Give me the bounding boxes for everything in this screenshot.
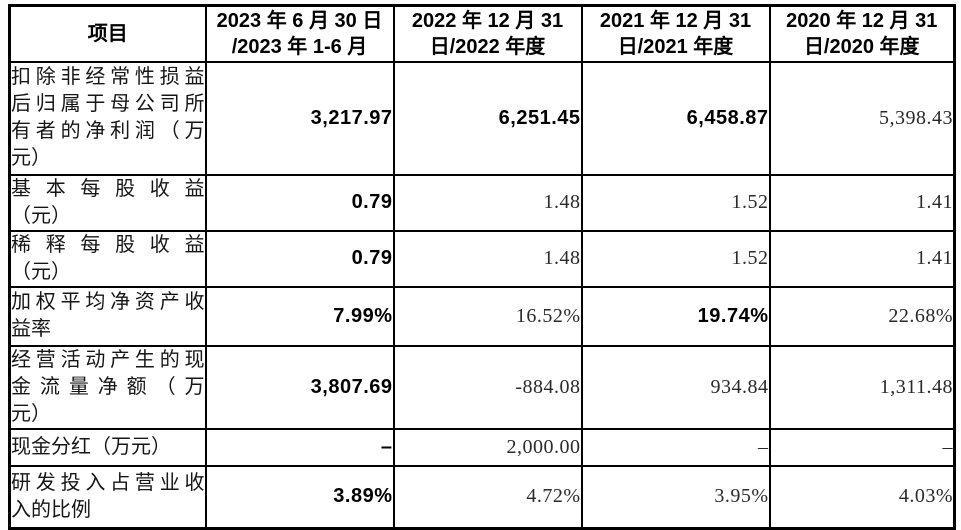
column-header-item: 项目 bbox=[8, 4, 207, 63]
header-line: 2021 年 12 月 31 bbox=[599, 9, 752, 32]
column-header-2023h1: 2023 年 6 月 30 日 /2023 年 1-6 月 bbox=[204, 4, 395, 63]
financial-indicators-table-wrap: 项目 2023 年 6 月 30 日 /2023 年 1-6 月 2022 年 … bbox=[8, 4, 956, 530]
value-cell: 6,458.87 bbox=[580, 60, 771, 176]
value-cell: 4.72% bbox=[392, 464, 583, 530]
value-cell: – bbox=[768, 427, 956, 467]
value-cell: 6,251.45 bbox=[392, 60, 583, 176]
column-header-2020: 2020 年 12 月 31 日/2020 年度 bbox=[768, 4, 956, 63]
value-cell: 22.68% bbox=[768, 285, 956, 347]
header-line: 日/2022 年度 bbox=[429, 35, 546, 58]
value-cell: 1.41 bbox=[768, 229, 956, 288]
header-line: 2020 年 12 月 31 bbox=[786, 9, 938, 32]
value-cell: 2,000.00 bbox=[392, 427, 583, 467]
header-line: /2023 年 1-6 月 bbox=[231, 35, 368, 58]
column-header-2021: 2021 年 12 月 31 日/2021 年度 bbox=[580, 4, 771, 63]
value-cell: 16.52% bbox=[392, 285, 583, 347]
value-cell: 3,807.69 bbox=[204, 344, 395, 430]
row-label: 加权平均净资产收 益率 bbox=[8, 285, 207, 347]
header-line: 2023 年 6 月 30 日 bbox=[216, 9, 383, 32]
value-cell: 934.84 bbox=[580, 344, 771, 430]
value-cell: 19.74% bbox=[580, 285, 771, 347]
value-cell: 0.79 bbox=[204, 229, 395, 288]
table-row-operating-cash-flow: 经营活动产生的现 金流量净额（万 元） 3,807.69 -884.08 934… bbox=[8, 344, 956, 430]
value-cell: 4.03% bbox=[768, 464, 956, 530]
financial-indicators-table: 项目 2023 年 6 月 30 日 /2023 年 1-6 月 2022 年 … bbox=[8, 4, 956, 530]
column-header-2022: 2022 年 12 月 31 日/2022 年度 bbox=[392, 4, 583, 63]
value-cell: 7.99% bbox=[204, 285, 395, 347]
value-cell: 0.79 bbox=[204, 173, 395, 232]
value-cell: 1.48 bbox=[392, 173, 583, 232]
row-label: 现金分红（万元） bbox=[8, 427, 207, 467]
value-cell: 3,217.97 bbox=[204, 60, 395, 176]
value-cell: – bbox=[580, 427, 771, 467]
row-label: 扣除非经常性损益 后归属于母公司所 有者的净利润（万 元） bbox=[8, 60, 207, 176]
row-label: 经营活动产生的现 金流量净额（万 元） bbox=[8, 344, 207, 430]
row-label: 基本每股收益 （元） bbox=[8, 173, 207, 232]
table-row-weighted-roe: 加权平均净资产收 益率 7.99% 16.52% 19.74% 22.68% bbox=[8, 285, 956, 347]
row-label: 研发投入占营业收 入的比例 bbox=[8, 464, 207, 530]
value-cell: 3.95% bbox=[580, 464, 771, 530]
table-row-rd-ratio: 研发投入占营业收 入的比例 3.89% 4.72% 3.95% 4.03% bbox=[8, 464, 956, 530]
value-cell: 3.89% bbox=[204, 464, 395, 530]
header-line: 日/2020 年度 bbox=[803, 35, 920, 58]
table-row-basic-eps: 基本每股收益 （元） 0.79 1.48 1.52 1.41 bbox=[8, 173, 956, 232]
row-label: 稀释每股收益 （元） bbox=[8, 229, 207, 288]
value-cell: -884.08 bbox=[392, 344, 583, 430]
header-line: 2022 年 12 月 31 bbox=[411, 9, 564, 32]
header-line: 日/2021 年度 bbox=[617, 35, 734, 58]
value-cell: 1.52 bbox=[580, 229, 771, 288]
value-cell: 1.48 bbox=[392, 229, 583, 288]
table-row-net-profit-deducted: 扣除非经常性损益 后归属于母公司所 有者的净利润（万 元） 3,217.97 6… bbox=[8, 60, 956, 176]
value-cell: 1.52 bbox=[580, 173, 771, 232]
header-row: 项目 2023 年 6 月 30 日 /2023 年 1-6 月 2022 年 … bbox=[8, 4, 956, 63]
value-cell: 1,311.48 bbox=[768, 344, 956, 430]
value-cell: 5,398.43 bbox=[768, 60, 956, 176]
value-cell: – bbox=[204, 427, 395, 467]
table-row-diluted-eps: 稀释每股收益 （元） 0.79 1.48 1.52 1.41 bbox=[8, 229, 956, 288]
table-row-cash-dividend: 现金分红（万元） – 2,000.00 – – bbox=[8, 427, 956, 467]
value-cell: 1.41 bbox=[768, 173, 956, 232]
